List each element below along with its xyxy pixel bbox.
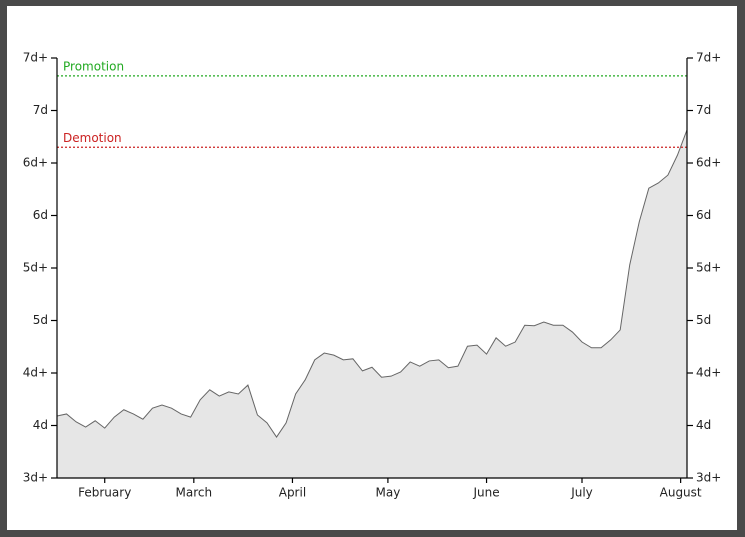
x-tick-label: May [376, 486, 401, 500]
y-tick-label-right: 6d [696, 208, 711, 222]
y-tick-label-right: 5d+ [696, 261, 721, 275]
y-tick-label: 3d+ [23, 471, 48, 485]
x-tick-label: March [176, 486, 213, 500]
y-tick-label: 6d+ [23, 156, 48, 170]
x-tick-label: July [570, 486, 593, 500]
y-tick-label-right: 6d+ [696, 156, 721, 170]
y-tick-label-right: 4d [696, 418, 711, 432]
y-tick-label-right: 4d+ [696, 366, 721, 380]
x-tick-label: June [472, 486, 499, 500]
x-tick-label: August [660, 486, 702, 500]
y-tick-label: 4d+ [23, 366, 48, 380]
y-tick-label-right: 3d+ [696, 471, 721, 485]
y-tick-label: 5d [33, 313, 48, 327]
y-tick-label: 5d+ [23, 261, 48, 275]
y-tick-label: 7d [33, 103, 48, 117]
x-tick-label: February [78, 486, 131, 500]
reference-label: Promotion [63, 59, 124, 73]
line [56, 129, 688, 438]
y-tick-label: 7d+ [23, 51, 48, 65]
y-tick-label-right: 5d [696, 313, 711, 327]
y-tick-label: 6d [33, 208, 48, 222]
y-tick-label: 4d [33, 418, 48, 432]
area [57, 129, 687, 479]
y-tick-label-right: 7d [696, 103, 711, 117]
y-tick-label-right: 7d+ [696, 51, 721, 65]
reference-label: Demotion [63, 131, 122, 145]
x-tick-label: April [279, 486, 306, 500]
